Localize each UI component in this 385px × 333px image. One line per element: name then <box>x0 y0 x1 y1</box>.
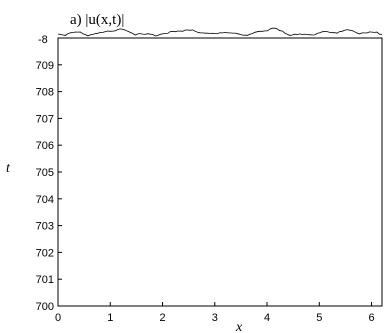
trace-line <box>57 27 383 37</box>
x-tick-label: 4 <box>264 312 270 324</box>
y-tick-label: 700 <box>36 301 54 313</box>
y-tick-label: 703 <box>36 221 54 233</box>
y-tick-label: 709 <box>36 60 54 72</box>
x-tick-label: 0 <box>55 312 61 324</box>
top-tick-label: -8 <box>38 34 48 46</box>
y-tick-label: 705 <box>36 167 54 179</box>
x-tick-label: 5 <box>316 312 322 324</box>
chart-title: a) |u(x,t)| <box>70 12 124 28</box>
y-tick-label: 702 <box>36 247 54 259</box>
x-axis-label: x <box>235 320 243 333</box>
x-tick-label: 3 <box>212 312 218 324</box>
y-tick-label: 706 <box>36 140 54 152</box>
y-axis-label: t <box>6 161 11 176</box>
y-tick-label: 707 <box>36 113 54 125</box>
x-tick-label: 6 <box>368 312 374 324</box>
y-tick-label: 704 <box>36 194 54 206</box>
x-tick-label: 1 <box>107 312 113 324</box>
y-tick-label: 708 <box>36 87 54 99</box>
y-tick-label: 701 <box>36 274 54 286</box>
waterfall-traces <box>57 27 383 308</box>
trace-fill <box>58 28 382 40</box>
x-axis-ticks: 0 1 2 3 4 5 6 <box>55 302 375 324</box>
y-axis-ticks: 700 701 702 703 704 705 706 707 708 709 <box>36 60 62 313</box>
x-tick-label: 2 <box>159 312 165 324</box>
